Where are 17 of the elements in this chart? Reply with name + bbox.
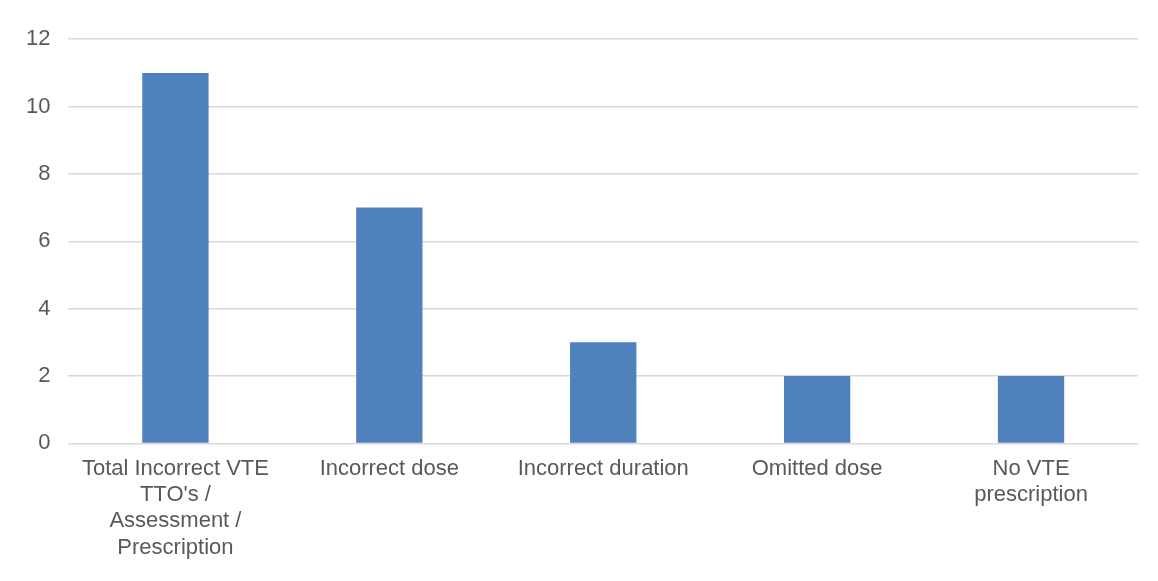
x-tick-label: No VTE prescription: [974, 454, 1088, 507]
y-tick-label: 12: [25, 25, 51, 51]
bar: [142, 72, 209, 443]
x-tick-label: Omitted dose: [751, 454, 883, 480]
y-tick-label: 2: [38, 362, 51, 388]
y-tick-label: 8: [38, 160, 51, 185]
bar: [570, 342, 637, 443]
bar: [783, 376, 851, 443]
x-tick-label: Total Incorrect VTE TTO's / Assessment / Prescription: [81, 454, 269, 559]
bar: [356, 207, 423, 443]
bar: [997, 376, 1065, 443]
y-tick-label: 4: [38, 294, 51, 320]
y-tick-label: 6: [38, 227, 51, 253]
y-tick-label: 0: [38, 429, 51, 455]
x-tick-label: Incorrect dose: [319, 454, 460, 480]
x-tick-label: Incorrect duration: [517, 454, 689, 480]
y-tick-label: 10: [25, 92, 51, 118]
